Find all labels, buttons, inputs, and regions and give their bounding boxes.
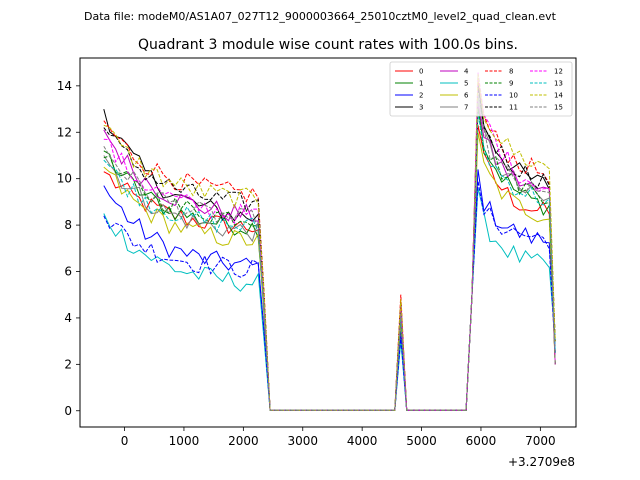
- x-tick-label: 1000: [169, 434, 200, 448]
- y-tick-label: 8: [64, 218, 72, 232]
- x-tick-label: 4000: [347, 434, 378, 448]
- x-tick-label: 6000: [466, 434, 497, 448]
- legend-label-0: 0: [419, 68, 423, 76]
- x-offset-label: +3.2709e8: [508, 455, 575, 469]
- legend-label-7: 7: [464, 104, 468, 112]
- legend-label-15: 15: [554, 104, 563, 112]
- y-tick-label: 14: [57, 79, 72, 93]
- legend-label-2: 2: [419, 92, 423, 100]
- legend-label-1: 1: [419, 80, 423, 88]
- legend-label-3: 3: [419, 104, 423, 112]
- legend-label-8: 8: [509, 68, 513, 76]
- x-tick-label: 3000: [287, 434, 318, 448]
- legend-label-11: 11: [509, 104, 518, 112]
- y-tick-label: 2: [64, 357, 72, 371]
- series-line-13: [103, 113, 556, 411]
- plot-area: [103, 71, 556, 411]
- series-line-9: [103, 109, 556, 411]
- y-tick-label: 10: [57, 172, 72, 186]
- legend-label-6: 6: [464, 92, 469, 100]
- y-tick-label: 4: [64, 311, 72, 325]
- y-tick-label: 12: [57, 125, 72, 139]
- series-line-10: [103, 180, 556, 411]
- series-line-15: [103, 99, 556, 411]
- y-tick-label: 0: [64, 404, 72, 418]
- x-tick-label: 2000: [228, 434, 259, 448]
- chart-title: Quadrant 3 module wise count rates with …: [138, 37, 518, 53]
- legend-box: [389, 61, 573, 117]
- x-tick-label: 7000: [525, 434, 556, 448]
- series-line-1: [103, 104, 556, 411]
- legend-label-9: 9: [509, 80, 513, 88]
- series-line-8: [103, 81, 556, 411]
- suptitle: Data file: modeM0/AS1A07_027T12_90000036…: [84, 10, 557, 23]
- series-line-6: [103, 132, 556, 411]
- plot-frame: [79, 57, 577, 428]
- legend-label-4: 4: [464, 68, 469, 76]
- series-line-12: [103, 71, 556, 411]
- legend-label-10: 10: [509, 92, 518, 100]
- y-tick-label: 6: [64, 265, 72, 279]
- legend-label-12: 12: [554, 68, 563, 76]
- legend-label-14: 14: [554, 92, 563, 100]
- x-tick-label: 5000: [406, 434, 437, 448]
- series-line-5: [103, 187, 556, 411]
- legend-label-13: 13: [554, 80, 563, 88]
- x-tick-label: 0: [121, 434, 129, 448]
- legend-label-5: 5: [464, 80, 468, 88]
- series-line-2: [103, 169, 556, 411]
